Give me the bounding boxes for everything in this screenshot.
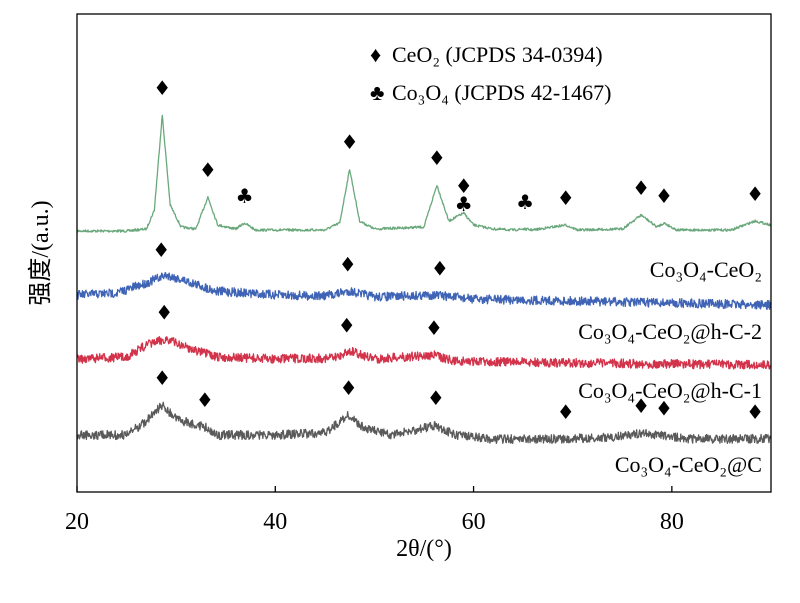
series-line bbox=[76, 401, 772, 445]
peak-marker: ♦ bbox=[340, 376, 358, 400]
peak-marker: ♦ bbox=[455, 174, 473, 198]
peak-marker: ♦ bbox=[338, 313, 356, 337]
series-label: Co₃O₄-CeO₂ bbox=[650, 257, 762, 282]
y-axis-label: 强度/(a.u.) bbox=[27, 200, 54, 305]
series-label-group: Co₃O₄-CeO₂ Co₃O₄-CeO₂@h-C-2 Co₃O₄-CeO₂@h-C… bbox=[578, 257, 762, 477]
x-axis-label: 2θ/(°) bbox=[396, 536, 452, 562]
peak-marker: ♦ bbox=[428, 146, 446, 170]
peak-marker: ♦ bbox=[431, 257, 449, 281]
peak-marker: ♦ bbox=[557, 400, 575, 424]
legend-label-co3o4: Co₃O₄ (JCPDS 42-1467) bbox=[392, 80, 611, 105]
x-tick-group: 20 40 60 80 bbox=[65, 486, 684, 535]
peak-marker: ♦ bbox=[632, 394, 650, 418]
legend-symbol-co3o4: ♣ bbox=[370, 80, 384, 105]
peak-marker: ♦ bbox=[153, 366, 171, 390]
peak-marker: ♦ bbox=[155, 301, 173, 325]
peak-marker: ♦ bbox=[427, 386, 445, 410]
peak-marker: ♦ bbox=[341, 130, 359, 154]
legend: ♦ CeO₂ (JCPDS 34-0394) ♣ Co₃O₄ (JCPDS 42… bbox=[370, 42, 611, 105]
legend-label-ceo2: CeO₂ (JCPDS 34-0394) bbox=[392, 42, 603, 67]
plot-frame bbox=[76, 13, 772, 493]
peak-marker: ♣ bbox=[455, 192, 473, 216]
peak-marker: ♦ bbox=[655, 184, 673, 208]
x-tick-label: 80 bbox=[660, 509, 684, 535]
peak-marker: ♣ bbox=[516, 190, 534, 214]
peak-marker: ♦ bbox=[746, 182, 764, 206]
x-tick-label: 60 bbox=[462, 509, 486, 535]
peak-marker: ♦ bbox=[199, 158, 217, 182]
legend-symbol-ceo2: ♦ bbox=[370, 42, 381, 67]
series-line bbox=[76, 271, 772, 310]
series-label: Co₃O₄-CeO₂@h-C-2 bbox=[578, 319, 762, 344]
peak-marker: ♦ bbox=[153, 76, 171, 100]
x-tick-label: 40 bbox=[263, 509, 287, 535]
series-label: Co₃O₄-CeO₂@C bbox=[615, 452, 762, 477]
series-line bbox=[76, 335, 772, 370]
plot-series-group bbox=[76, 114, 772, 445]
peak-marker: ♦ bbox=[152, 238, 170, 262]
peak-marker: ♦ bbox=[632, 176, 650, 200]
series-label: Co₃O₄-CeO₂@h-C-1 bbox=[578, 378, 762, 403]
peak-marker: ♣ bbox=[236, 184, 254, 208]
peak-marker: ♦ bbox=[425, 316, 443, 340]
peak-marker: ♦ bbox=[746, 400, 764, 424]
peak-marker: ♦ bbox=[655, 396, 673, 420]
peak-marker-group: ♦♦♣♦♦♦♣ ♣ ♦ ♦ ♦ ♦♦♦ ♦♦♦ ♦♦♦ ♦ ♦♦ ♦ ♦ ♦ bbox=[152, 76, 764, 424]
peak-marker: ♦ bbox=[339, 252, 357, 276]
x-tick-label: 20 bbox=[65, 509, 89, 535]
peak-marker: ♦ bbox=[196, 388, 214, 412]
peak-marker: ♦ bbox=[557, 186, 575, 210]
series-line bbox=[76, 114, 772, 233]
